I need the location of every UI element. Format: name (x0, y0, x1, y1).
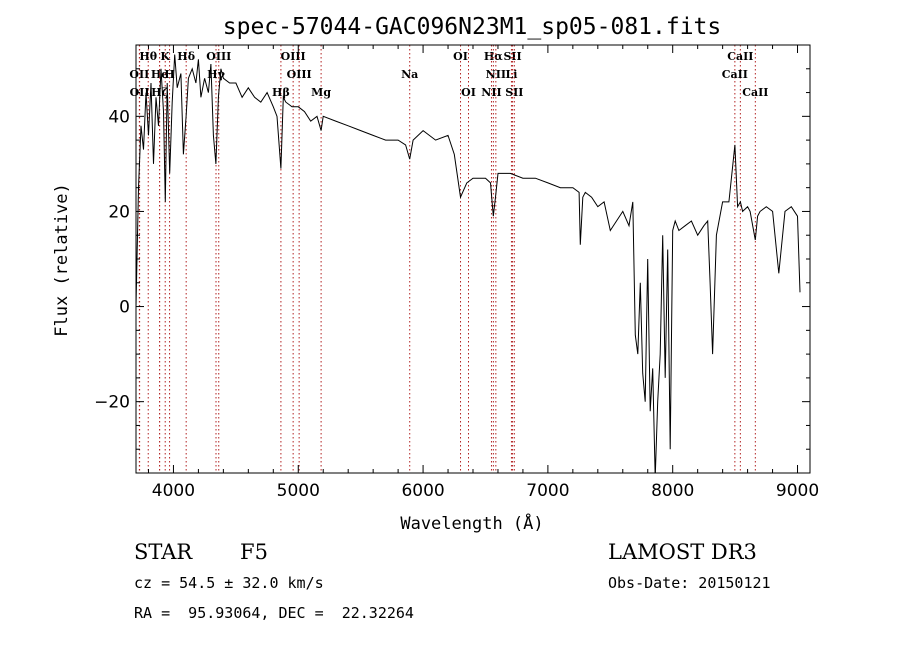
x-axis-label: Wavelength (Å) (400, 512, 543, 534)
coordinates: RA = 95.93064, DEC = 22.32264 (134, 604, 414, 622)
chart-title: spec-57044-GAC096N23M1_sp05-081.fits (223, 14, 722, 40)
line-label-21: Mg (311, 86, 331, 99)
axis-ticks: 4000 5000 6000 7000 8000 9000 −20 0 20 40 (94, 45, 819, 501)
x-tick-label-5: 9000 (776, 481, 819, 501)
line-label-4: OIII (281, 50, 306, 63)
x-tick-label-0: 4000 (152, 481, 195, 501)
survey-name: LAMOST DR3 (608, 540, 757, 564)
y-tick-label-2: 20 (108, 202, 130, 222)
line-label-1: K (160, 50, 170, 63)
line-label-3: OIII (206, 50, 231, 63)
spectrum-line (136, 54, 801, 473)
line-label-2: Hδ (177, 50, 195, 63)
object-subclass: F5 (240, 540, 268, 564)
line-label-23: NII (481, 86, 501, 99)
line-label-13: OIII (287, 68, 312, 81)
line-label-0: Hθ (139, 50, 157, 63)
y-axis-label: Flux (relative) (52, 183, 72, 337)
line-label-5: OI (453, 50, 468, 63)
x-tick-label-3: 7000 (526, 481, 569, 501)
line-label-8: CaII (727, 50, 753, 63)
line-label-22: OI (461, 86, 476, 99)
x-tick-label-4: 8000 (651, 481, 694, 501)
line-label-16: Li (505, 68, 517, 81)
line-label-20: Hβ (272, 86, 290, 99)
spectrum-series (136, 54, 801, 473)
line-label-14: Na (401, 68, 418, 81)
line-label-15: NII (486, 68, 506, 81)
y-tick-label-3: 40 (108, 107, 130, 127)
line-label-25: CaII (742, 86, 768, 99)
x-tick-label-2: 6000 (401, 481, 444, 501)
x-tick-label-1: 5000 (277, 481, 320, 501)
object-class: STAR (134, 540, 193, 564)
line-label-7: SII (503, 50, 521, 63)
y-tick-label-1: 0 (119, 298, 130, 318)
line-label-17: CaII (722, 68, 748, 81)
y-tick-label-0: −20 (94, 393, 130, 413)
redshift-cz: cz = 54.5 ± 32.0 km/s (134, 574, 324, 592)
observation-date: Obs-Date: 20150121 (608, 574, 771, 592)
line-label-24: SII (505, 86, 523, 99)
line-label-11: H (164, 68, 174, 81)
line-label-6: Hα (484, 50, 503, 63)
